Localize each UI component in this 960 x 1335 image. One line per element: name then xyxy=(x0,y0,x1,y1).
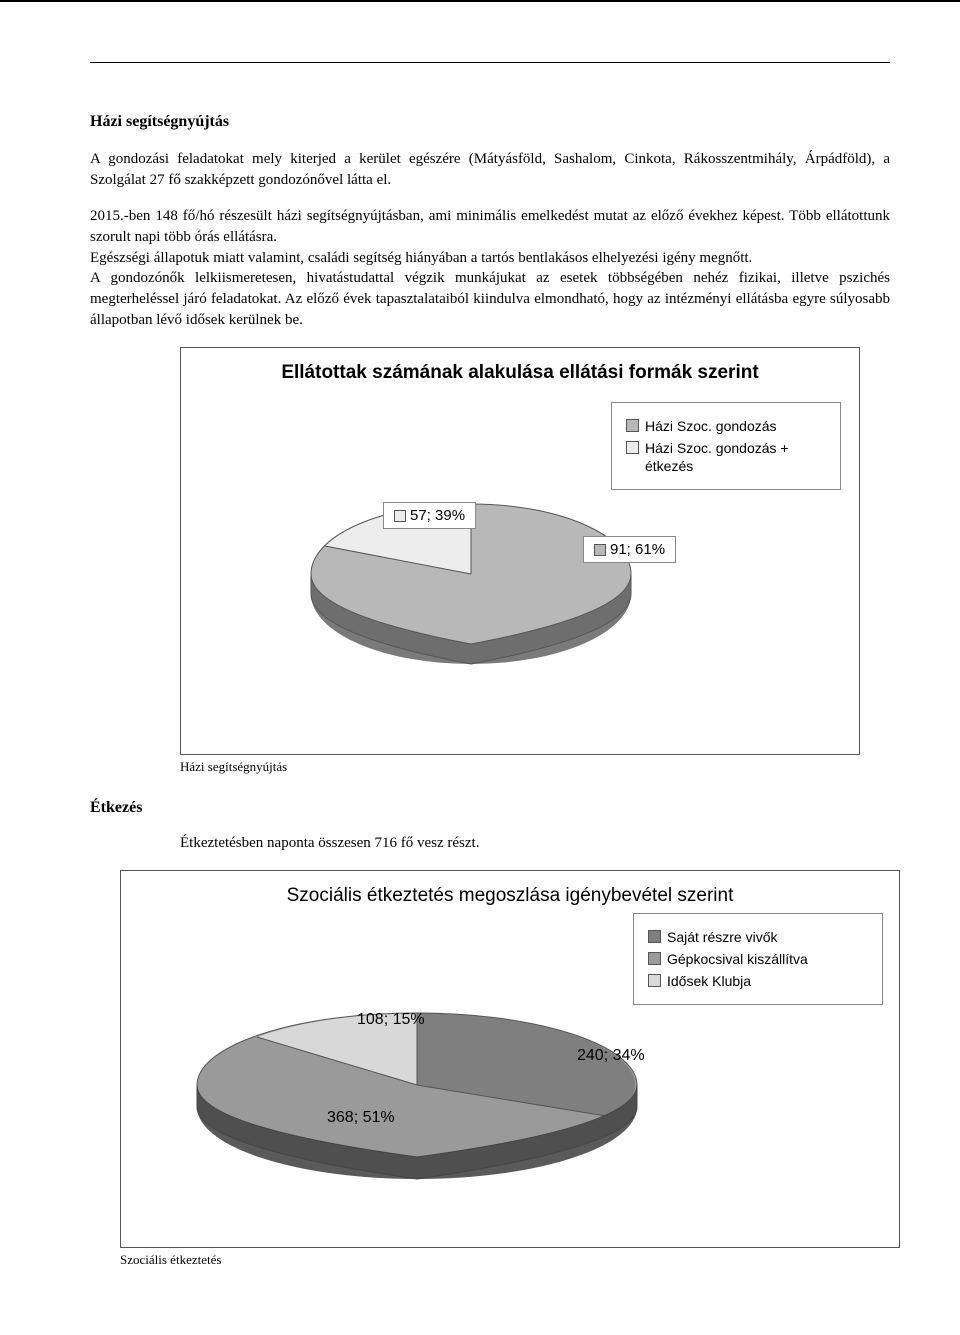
legend-label: Házi Szoc. gondozás xyxy=(645,417,777,435)
slice-marker-icon xyxy=(394,510,406,522)
legend-item: Gépkocsival kiszállítva xyxy=(648,950,868,968)
legend-item: Házi Szoc. gondozás xyxy=(626,417,826,435)
legend-label: Házi Szoc. gondozás + étkezés xyxy=(645,439,826,475)
legend-swatch-icon xyxy=(648,952,661,965)
legend-item: Házi Szoc. gondozás + étkezés xyxy=(626,439,826,475)
chart1-pie-area: 57; 39% 91; 61% xyxy=(201,474,839,734)
legend-swatch-icon xyxy=(626,419,639,432)
chart1-title: Ellátottak számának alakulása ellátási f… xyxy=(201,362,839,384)
legend-swatch-icon xyxy=(648,930,661,943)
chart2-title: Szociális étkeztetés megoszlása igénybev… xyxy=(137,885,883,907)
legend-item: Idősek Klubja xyxy=(648,972,868,990)
slice-label-text: 91; 61% xyxy=(610,541,665,558)
slice-marker-icon xyxy=(594,544,606,556)
section1-heading: Házi segítségnyújtás xyxy=(90,113,890,131)
chart1-pie-svg xyxy=(281,474,681,694)
section1-para2: 2015.-ben 148 fő/hó részesült házi segít… xyxy=(90,206,890,247)
section1-para1: A gondozási feladatokat mely kiterjed a … xyxy=(90,149,890,190)
chart2-caption: Szociális étkeztetés xyxy=(120,1252,890,1268)
chart1-slice-label-0: 57; 39% xyxy=(383,502,476,529)
chart2-pie-svg xyxy=(167,997,687,1197)
page-container: Házi segítségnyújtás A gondozási feladat… xyxy=(0,0,960,1308)
legend-swatch-icon xyxy=(626,441,639,454)
chart1-frame: Ellátottak számának alakulása ellátási f… xyxy=(180,347,860,755)
top-rule xyxy=(90,62,890,63)
chart1-slice-label-1: 91; 61% xyxy=(583,536,676,563)
chart2-legend: Saját részre vivők Gépkocsival kiszállít… xyxy=(633,913,883,1006)
legend-item: Saját részre vivők xyxy=(648,928,868,946)
chart2-slice-label-2: 368; 51% xyxy=(327,1109,395,1127)
section2-heading: Étkezés xyxy=(90,799,890,817)
legend-label: Idősek Klubja xyxy=(667,972,751,990)
legend-swatch-icon xyxy=(648,974,661,987)
slice-label-text: 57; 39% xyxy=(410,507,465,524)
section1-para4: A gondozónők lelkiismeretesen, hivatástu… xyxy=(90,268,890,330)
chart2-frame: Szociális étkeztetés megoszlása igénybev… xyxy=(120,870,900,1248)
chart2-pie-area: 108; 15% 240; 34% 368; 51% xyxy=(137,997,883,1227)
chart2-slice-label-1: 240; 34% xyxy=(577,1047,645,1065)
legend-label: Gépkocsival kiszállítva xyxy=(667,950,808,968)
legend-label: Saját részre vivők xyxy=(667,928,777,946)
chart2-slice-label-0: 108; 15% xyxy=(357,1011,425,1029)
section2-line: Étkeztetésben naponta összesen 716 fő ve… xyxy=(180,835,890,852)
section1-para3: Egészségi állapotuk miatt valamint, csal… xyxy=(90,248,890,269)
chart1-caption: Házi segítségnyújtás xyxy=(180,759,890,775)
